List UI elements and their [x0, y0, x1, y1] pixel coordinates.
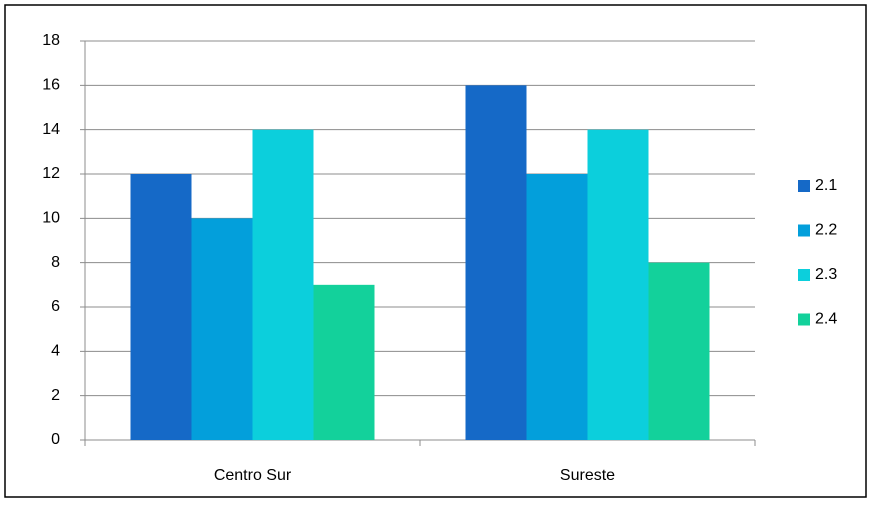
bar: [252, 129, 314, 440]
legend-label: 2.2: [815, 222, 837, 239]
bar: [130, 174, 192, 440]
y-tick-label: 0: [51, 431, 60, 448]
y-tick-label: 6: [51, 298, 60, 315]
legend-swatch: [798, 313, 810, 326]
y-tick-label: 8: [51, 254, 60, 271]
y-tick-label: 18: [42, 32, 60, 49]
y-tick-label: 14: [42, 121, 60, 138]
y-tick-label: 16: [42, 77, 60, 94]
legend-swatch: [798, 269, 810, 281]
legend-label: 2.3: [815, 266, 837, 283]
legend-swatch: [798, 224, 810, 237]
x-tick-label: Sureste: [560, 467, 615, 484]
bar: [191, 218, 253, 440]
legend-label: 2.4: [815, 311, 837, 328]
bar: [648, 262, 710, 440]
x-tick-label: Centro Sur: [214, 467, 292, 484]
legend-swatch: [798, 180, 810, 192]
y-tick-label: 10: [42, 210, 60, 227]
y-tick-label: 12: [42, 165, 60, 182]
legend-label: 2.1: [815, 177, 837, 194]
bar: [465, 85, 527, 440]
bar: [526, 174, 588, 440]
bar: [313, 284, 375, 440]
y-tick-label: 2: [51, 387, 60, 404]
bar: [587, 129, 649, 440]
y-tick-label: 4: [51, 343, 60, 360]
